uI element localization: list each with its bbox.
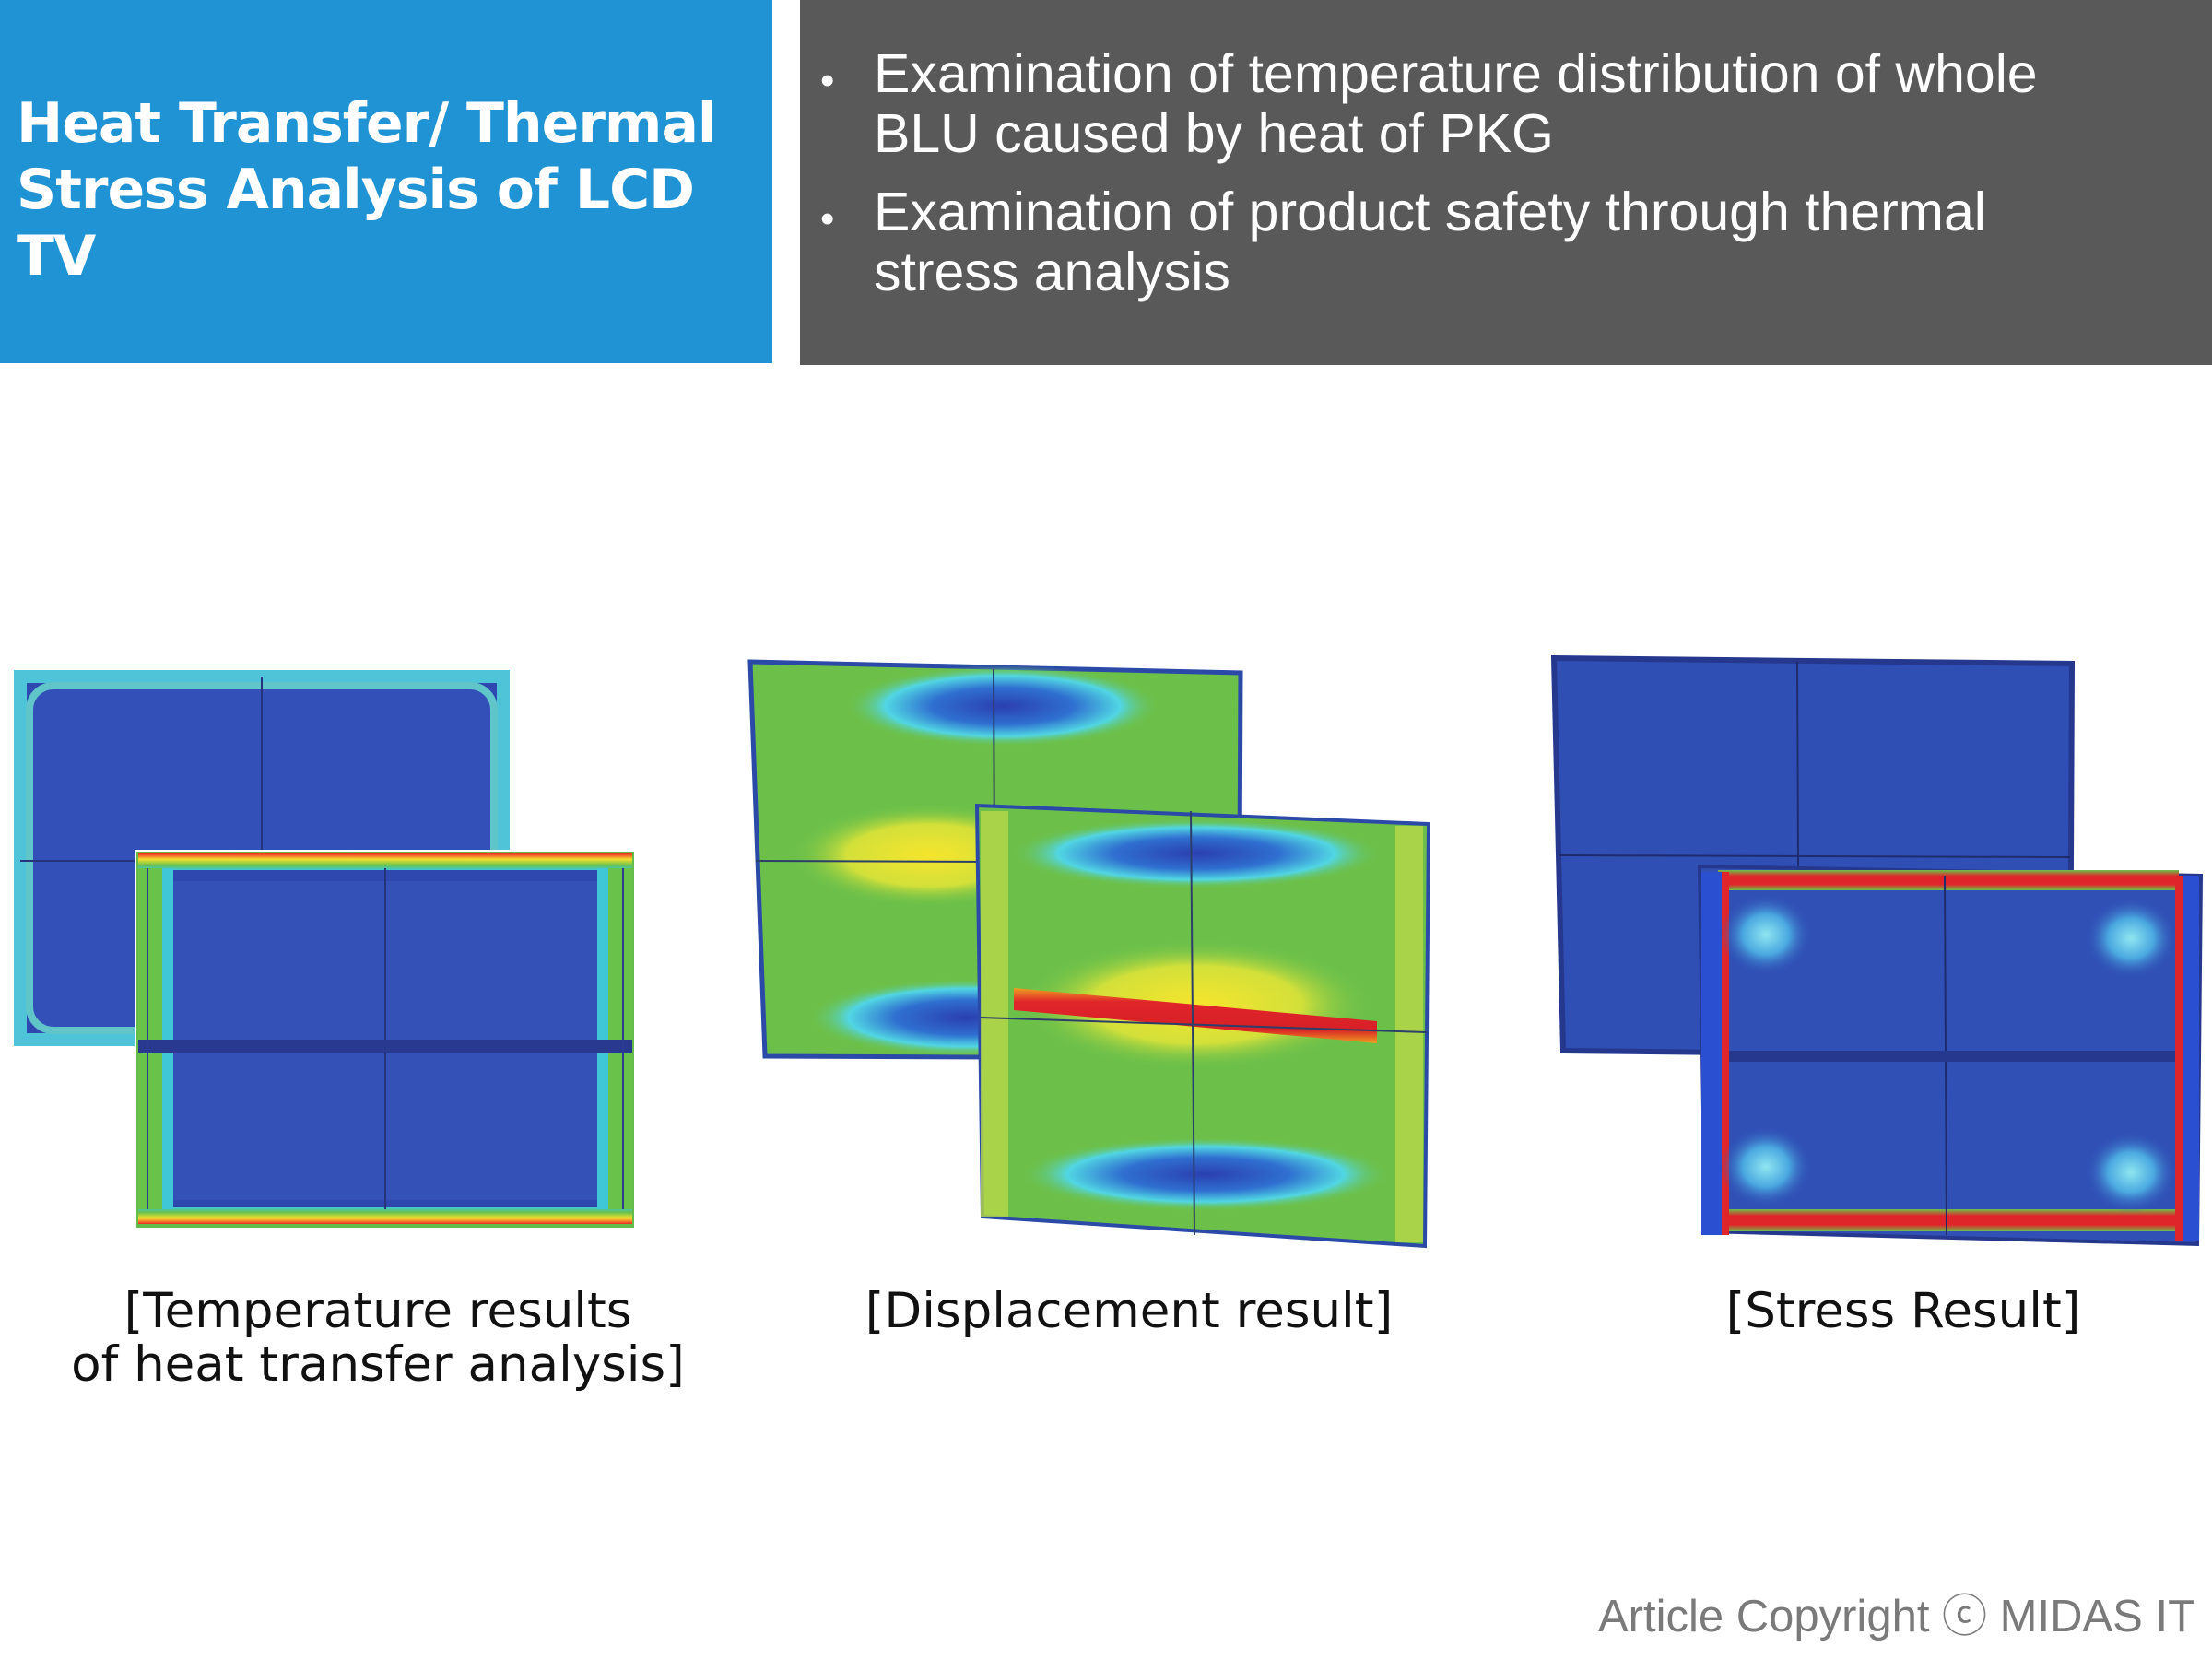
caption-line: of heat transfer analysis] xyxy=(71,1336,685,1393)
page-title: Heat Transfer/ Thermal Stress Analysis o… xyxy=(17,90,754,289)
title-banner xyxy=(0,0,772,363)
temperature-result-image xyxy=(14,670,636,1228)
summary-bullet: • Examination of product safety through … xyxy=(820,182,2184,302)
bullet-dot-icon: • xyxy=(820,58,835,103)
summary-bullet: • Examination of temperature distributio… xyxy=(820,44,2184,164)
stress-result-caption: [Stress Result] xyxy=(1585,1285,2212,1338)
displacement-result-image xyxy=(747,659,1431,1249)
caption-line: [Temperature results xyxy=(124,1283,632,1339)
page-title-line-1: Heat Transfer/ Thermal xyxy=(17,91,717,156)
bullet-line: BLU caused by heat of PKG xyxy=(874,103,1554,164)
temperature-result-caption: [Temperature results of heat transfer an… xyxy=(18,1285,737,1392)
bullet-line: stress analysis xyxy=(874,241,1230,302)
copyright-notice: Article Copyright ⓒ MIDAS IT xyxy=(1597,1592,2195,1641)
stress-result-image xyxy=(1550,654,2204,1247)
page-title-line-2: Stress Analysis of LCD TV xyxy=(17,158,695,288)
displacement-result-caption: [Displacement result] xyxy=(793,1285,1465,1338)
bullet-line: Examination of temperature distribution … xyxy=(874,43,2038,104)
summary-banner xyxy=(800,0,2212,365)
caption-line: [Displacement result] xyxy=(865,1283,1394,1339)
bullet-line: Examination of product safety through th… xyxy=(874,182,1986,242)
bullet-dot-icon: • xyxy=(820,196,835,241)
summary-bullet-list: • Examination of temperature distributio… xyxy=(820,44,2184,321)
caption-line: [Stress Result] xyxy=(1725,1283,2081,1339)
